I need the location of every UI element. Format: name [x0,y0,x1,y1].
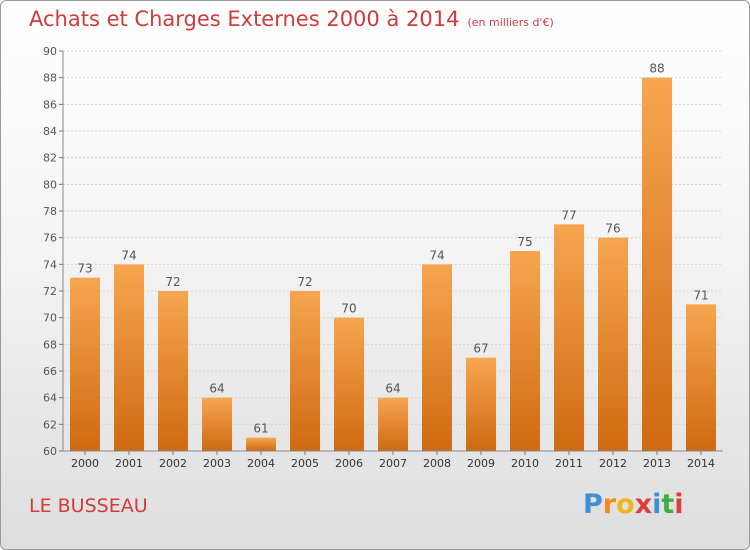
data-label-2010: 75 [517,235,532,249]
x-tick-label-2000: 2000 [71,457,99,470]
data-label-2013: 88 [649,62,664,76]
y-tick-label: 76 [43,232,57,245]
logo-letter: P [583,489,603,520]
y-tick-label: 88 [43,72,57,85]
y-tick-label: 68 [43,338,57,351]
x-tick-label-2001: 2001 [115,457,143,470]
x-tick-label-2007: 2007 [379,457,407,470]
bar-2013 [642,77,672,452]
data-label-2014: 71 [693,288,708,302]
y-tick-label: 82 [43,152,57,165]
y-tick-label: 72 [43,285,57,298]
x-tick-label-2012: 2012 [599,457,627,470]
x-tick-label-2006: 2006 [335,457,363,470]
x-tick-label-2008: 2008 [423,457,451,470]
bars [70,77,716,452]
y-tick-label: 80 [43,178,57,191]
proxiti-logo: Proxiti [583,489,684,520]
data-label-2009: 67 [473,342,488,356]
x-axis: 2000 2001 2002 2003 2004 2005 2006 2007 2008 2009… [63,450,723,470]
data-label-2001: 74 [121,248,136,262]
y-tick-label: 60 [43,445,57,458]
chart-title: Achats et Charges Externes 2000 à 2014 (e… [29,7,554,31]
x-tick-label-2002: 2002 [159,457,187,470]
y-tick-label: 70 [43,312,57,325]
bar-2000 [70,277,100,451]
bar-2005 [290,291,320,451]
place-name: LE BUSSEAU [29,495,148,517]
y-tick-label: 78 [43,205,57,218]
bar-2010 [510,251,540,451]
bar-2006 [334,317,364,451]
logo-letter: o [616,489,635,520]
chart-unit-note: (en milliers d'€) [467,16,554,29]
bar-2002 [158,291,188,451]
x-tick-label-2013: 2013 [643,457,671,470]
x-tick-label-2010: 2010 [511,457,539,470]
chart-title-text: Achats et Charges Externes 2000 à 2014 [29,7,460,31]
data-label-2003: 64 [209,382,224,396]
logo-letter: x [634,489,653,520]
bar-2004 [246,437,276,451]
x-tick-label-2011: 2011 [555,457,583,470]
bar-2007 [378,397,408,451]
y-tick-label: 64 [43,392,57,405]
y-tick-label: 90 [43,45,57,58]
x-tick-label-2014: 2014 [687,457,715,470]
data-label-2004: 61 [253,422,268,436]
bar-2011 [554,224,584,451]
bar-2009 [466,357,496,451]
data-label-2012: 76 [605,222,620,236]
x-tick-label-2005: 2005 [291,457,319,470]
y-tick-label: 66 [43,365,57,378]
y-tick-label: 62 [43,418,57,431]
logo-letter: t [661,489,675,520]
data-label-2011: 77 [561,208,576,222]
y-tick-label: 86 [43,98,57,111]
bar-2008 [422,264,452,451]
logo-letter: i [652,489,662,520]
data-labels: 73 74 72 64 61 72 70 64 74 67 75 77 76 88 71 [77,62,708,436]
x-tick-label-2003: 2003 [203,457,231,470]
y-axis: 60 62 64 66 68 70 72 74 76 78 80 82 84 86 88 90 [43,45,64,458]
logo-letter: i [674,489,684,520]
data-label-2006: 70 [341,302,356,316]
y-tick-label: 74 [43,258,57,271]
bar-2012 [598,237,628,451]
logo-letter: r [602,489,617,520]
y-tick-label: 84 [43,125,57,138]
data-label-2002: 72 [165,275,180,289]
bar-2014 [686,304,716,451]
bar-2003 [202,397,232,451]
bar-2001 [114,264,144,451]
data-label-2007: 64 [385,382,400,396]
data-label-2000: 73 [77,262,92,276]
data-label-2008: 74 [429,248,444,262]
x-tick-label-2009: 2009 [467,457,495,470]
data-label-2005: 72 [297,275,312,289]
x-tick-label-2004: 2004 [247,457,275,470]
